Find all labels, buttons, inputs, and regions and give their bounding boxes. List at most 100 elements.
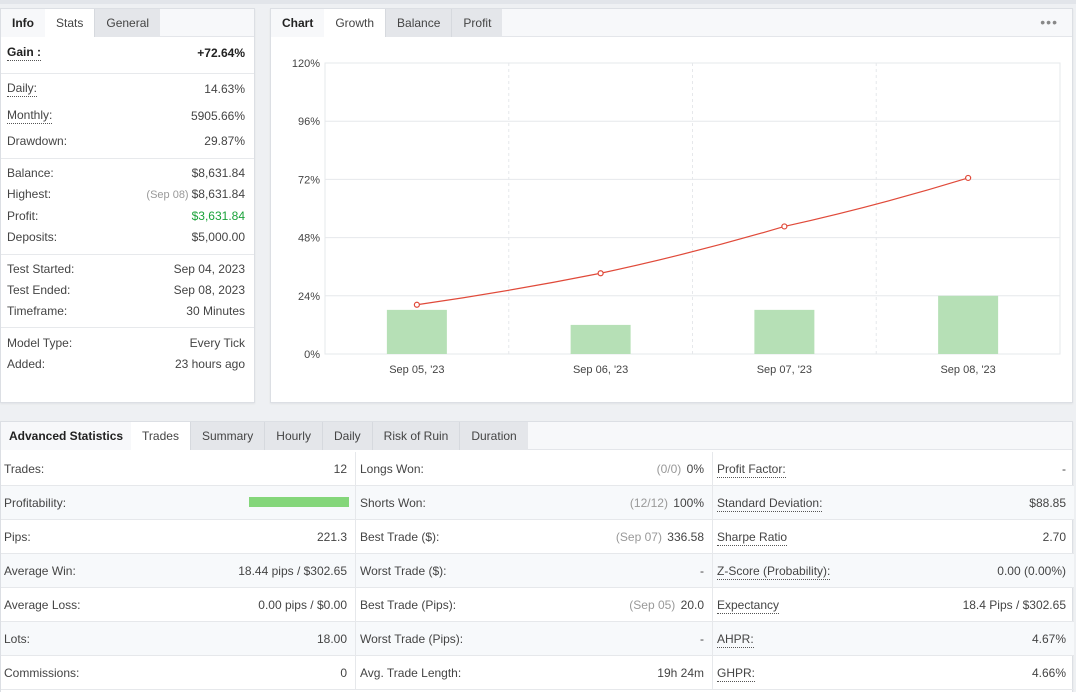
highest-date: (Sep 08) <box>146 189 189 201</box>
growth-bar <box>386 309 447 354</box>
profit-factor-label[interactable]: Profit Factor: <box>717 462 786 478</box>
ghpr-cell: GHPR: 4.66% <box>714 656 1074 690</box>
shorts-won-label: Shorts Won: <box>360 496 426 510</box>
test-ended-label: Test Ended: <box>7 283 71 297</box>
balance-label: Balance: <box>7 166 54 180</box>
value-note: (0/0) <box>656 462 682 476</box>
tab-profit[interactable]: Profit <box>451 9 503 37</box>
tab-chart[interactable]: Chart <box>271 9 325 37</box>
worst-trade-value: - <box>700 564 704 578</box>
divider <box>1 158 254 159</box>
sharpe-ratio-value: 2.70 <box>1042 530 1066 544</box>
gain-value: +72.64% <box>197 46 245 60</box>
y-tick-label: 24% <box>298 291 320 303</box>
tab-summary[interactable]: Summary <box>189 422 265 450</box>
profit-value: $3,631.84 <box>191 209 245 223</box>
tab-hourly[interactable]: Hourly <box>264 422 322 450</box>
average-loss-label: Average Loss: <box>4 598 81 612</box>
daily-row: Daily: 14.63% <box>7 79 245 100</box>
timeframe-row: Timeframe: 30 Minutes <box>7 301 245 322</box>
value-note: (12/12) <box>629 496 668 510</box>
added-row: Added: 23 hours ago <box>7 354 245 375</box>
gain-row: Gain : +72.64% <box>7 43 245 64</box>
sharpe-ratio-label[interactable]: Sharpe Ratio <box>717 530 788 546</box>
z-score-probability-label[interactable]: Z-Score (Probability): <box>717 564 831 580</box>
avg-trade-length-label: Avg. Trade Length: <box>360 666 462 680</box>
tab-daily[interactable]: Daily <box>321 422 372 450</box>
table-row: Profitability: Shorts Won: (12/12) 100% Sta… <box>1 486 1074 520</box>
model-type-label: Model Type: <box>7 336 73 350</box>
monthly-label[interactable]: Monthly: <box>7 108 53 124</box>
model-type-row: Model Type: Every Tick <box>7 333 245 354</box>
best-trade-pips-value: (Sep 05) 20.0 <box>629 598 704 612</box>
standard-deviation-label[interactable]: Standard Deviation: <box>717 496 823 512</box>
commissions-value: 0 <box>340 666 347 680</box>
value-note: (Sep 07) <box>615 530 662 544</box>
tab-growth[interactable]: Growth <box>324 9 386 38</box>
highest-label: Highest: <box>7 187 52 201</box>
longs-won-label: Longs Won: <box>360 462 424 476</box>
table-row: Lots: 18.00 Worst Trade (Pips): - AHPR: 4.67% <box>1 622 1074 656</box>
expectancy-cell: Expectancy 18.4 Pips / $302.65 <box>714 588 1074 622</box>
best-trade-pips-cell: Best Trade (Pips): (Sep 05) 20.0 <box>357 588 713 622</box>
added-label: Added: <box>7 357 46 371</box>
growth-bar <box>938 295 999 354</box>
info-panel: Info Stats General Gain : +72.64% Daily:… <box>0 8 255 403</box>
profit-label: Profit: <box>7 209 39 223</box>
expectancy-label[interactable]: Expectancy <box>717 598 780 614</box>
avg-trade-length-cell: Avg. Trade Length: 19h 24m <box>357 656 713 690</box>
commissions-label: Commissions: <box>4 666 80 680</box>
test-started-label: Test Started: <box>7 262 75 276</box>
gain-label[interactable]: Gain : <box>7 45 42 61</box>
profitability-cell: Profitability: <box>1 486 356 520</box>
model-type-value: Every Tick <box>189 336 245 350</box>
growth-point <box>597 270 604 277</box>
balance-value: $8,631.84 <box>191 166 245 180</box>
info-tabs: Info Stats General <box>1 9 254 38</box>
table-row: Commissions: 0 Avg. Trade Length: 19h 24m GH… <box>1 656 1074 690</box>
pips-value: 221.3 <box>316 530 347 544</box>
tab-duration[interactable]: Duration <box>459 422 528 450</box>
tab-general[interactable]: General <box>94 9 161 37</box>
trades-cell: Trades: 12 <box>1 452 356 486</box>
ahpr-label[interactable]: AHPR: <box>717 632 754 648</box>
z-score-probability-value: 0.00 (0.00%) <box>997 564 1066 578</box>
advanced-statistics-panel: Advanced Statistics Trades Summary Hourl… <box>0 421 1074 692</box>
y-tick-label: 120% <box>292 58 320 70</box>
tab-advanced-statistics[interactable]: Advanced Statistics <box>1 422 132 450</box>
best-trade-pips-label: Best Trade (Pips): <box>360 598 457 612</box>
best-trade-cell: Best Trade ($): (Sep 07) 336.58 <box>357 520 713 554</box>
expectancy-value: 18.4 Pips / $302.65 <box>962 598 1066 612</box>
average-win-label: Average Win: <box>4 564 76 578</box>
daily-label[interactable]: Daily: <box>7 81 38 97</box>
standard-deviation-cell: Standard Deviation: $88.85 <box>714 486 1074 520</box>
lots-cell: Lots: 18.00 <box>1 622 356 656</box>
tab-risk-of-ruin[interactable]: Risk of Ruin <box>371 422 460 450</box>
profit-row: Profit: $3,631.84 <box>7 206 245 227</box>
top-border <box>0 0 1076 4</box>
shorts-won-cell: Shorts Won: (12/12) 100% <box>357 486 713 520</box>
average-loss-cell: Average Loss: 0.00 pips / $0.00 <box>1 588 356 622</box>
ghpr-label[interactable]: GHPR: <box>717 666 756 682</box>
x-tick-label: Sep 08, '23 <box>940 364 995 376</box>
tab-trades[interactable]: Trades <box>131 422 190 451</box>
standard-deviation-value: $88.85 <box>1029 496 1066 510</box>
test-ended-row: Test Ended: Sep 08, 2023 <box>7 280 245 301</box>
monthly-value: 5905.66% <box>190 109 245 123</box>
value-note: (Sep 05) <box>629 598 676 612</box>
timeframe-label: Timeframe: <box>7 304 68 318</box>
monthly-row: Monthly: 5905.66% <box>7 106 245 127</box>
more-menu-icon[interactable]: ••• <box>1040 14 1058 30</box>
lots-value: 18.00 <box>316 632 347 646</box>
drawdown-label: Drawdown: <box>7 134 68 148</box>
tab-stats[interactable]: Stats <box>45 9 95 38</box>
tab-balance[interactable]: Balance <box>385 9 452 37</box>
longs-won-value: (0/0) 0% <box>656 462 704 476</box>
worst-trade-label: Worst Trade ($): <box>360 564 447 578</box>
chart-tabs: Chart Growth Balance Profit <box>271 9 1072 38</box>
longs-won-cell: Longs Won: (0/0) 0% <box>357 452 713 486</box>
tab-info[interactable]: Info <box>1 9 45 37</box>
avg-trade-length-value: 19h 24m <box>657 666 704 680</box>
drawdown-row: Drawdown: 29.87% <box>7 131 245 152</box>
test-ended-value: Sep 08, 2023 <box>173 283 245 297</box>
